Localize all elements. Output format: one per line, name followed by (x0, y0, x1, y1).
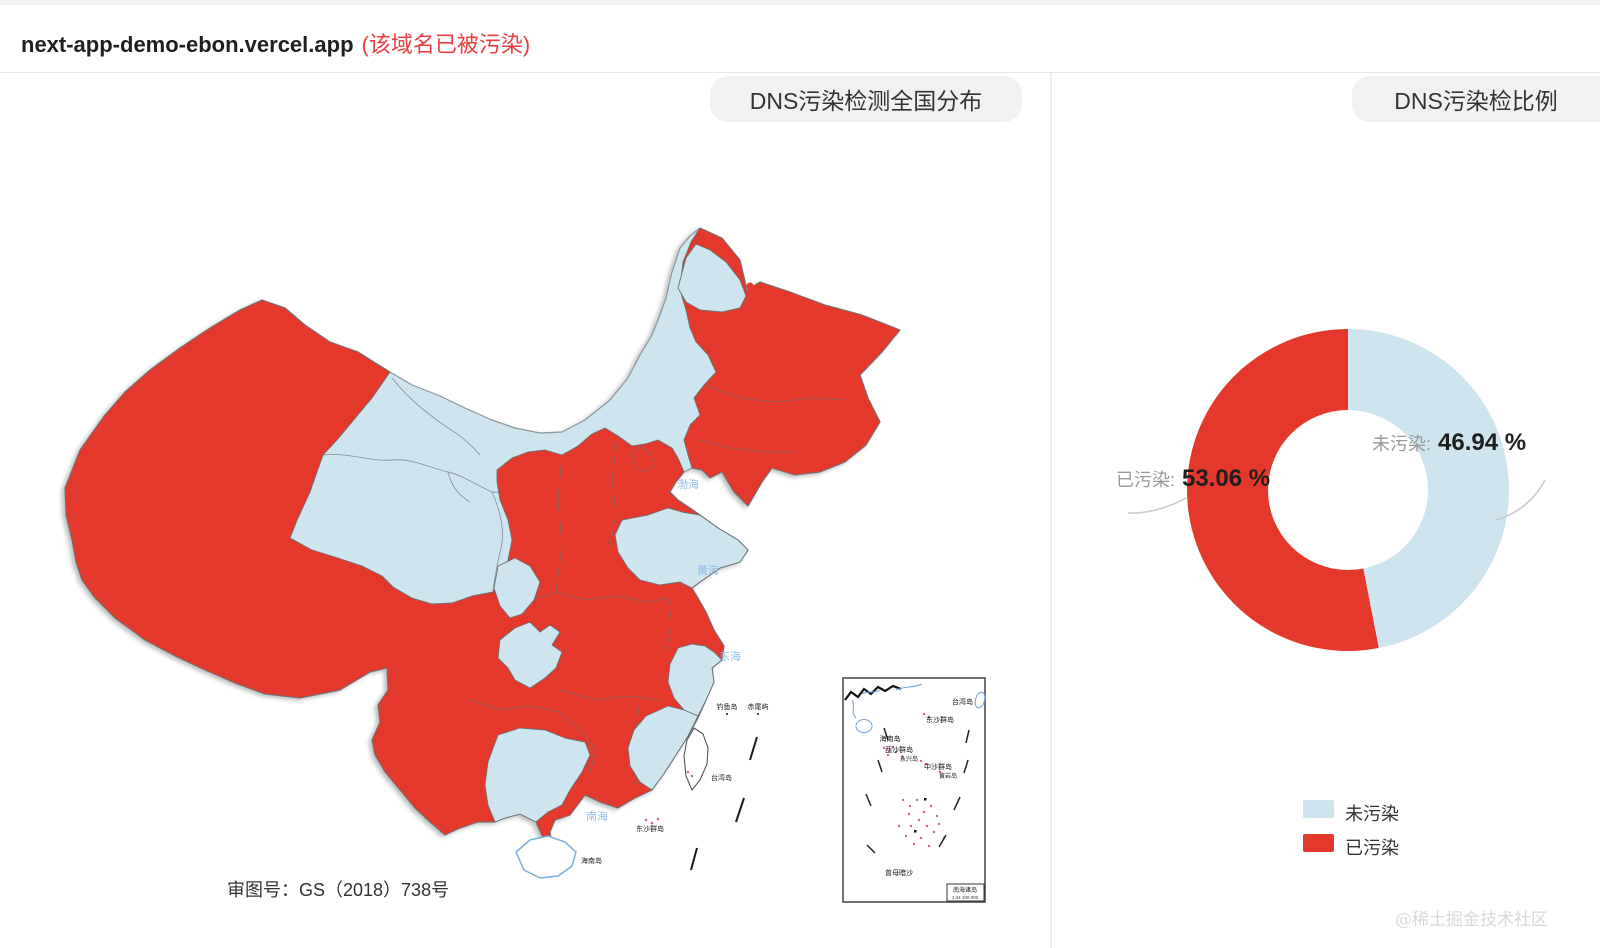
label-hainan-island: 海南岛 (581, 856, 602, 865)
label-line-polluted (1127, 497, 1187, 514)
inset-black-islets (914, 798, 927, 833)
inset-label-yongxing: 永兴岛 (900, 755, 918, 763)
domain-name: next-app-demo-ebon.vercel.app (21, 32, 354, 57)
pie-label-clean-name: 未污染: (1372, 434, 1432, 454)
inset-scale-title: 南海诸岛 (953, 886, 977, 894)
map-panel-title-block: DNS污染检测全国分布 (710, 76, 1022, 122)
donut-hole (1268, 410, 1428, 570)
top-strip (0, 0, 1600, 5)
label-chiwei-island: 赤尾屿 (748, 702, 769, 711)
polluted-spot-northeast (746, 282, 754, 290)
inset-border (842, 677, 986, 903)
inset-boundary-dashes (865, 727, 970, 854)
legend-label-polluted[interactable]: 已污染 (1345, 838, 1399, 858)
inset-mainland-coast (844, 684, 902, 701)
inset-blue-coastlines (851, 683, 986, 733)
pie-label-clean-value: 46.94 % (1438, 429, 1527, 456)
label-diaoyu-island: 钓鱼岛 (717, 702, 738, 711)
province-inner-mongolia-arm[interactable] (677, 243, 747, 313)
map-review-number: 审图号：GS（2018）738号 (227, 880, 450, 900)
province-chongqing[interactable] (497, 621, 563, 689)
inset-label-zhongsha: 中沙群岛 (924, 762, 952, 771)
inset-label-zengmu: 曾母暗沙 (885, 868, 913, 877)
province-guangxi[interactable] (484, 727, 591, 823)
island-taiwan[interactable] (683, 727, 709, 792)
province-gansu-south-tail[interactable] (493, 557, 541, 619)
panel-divider (1050, 73, 1052, 948)
legend-swatch-polluted[interactable] (1303, 834, 1334, 852)
legend-swatch-clean[interactable] (1303, 800, 1334, 818)
inset-label-huangyan: 黄岩岛 (939, 772, 957, 780)
sea-label-donghai: 东海 (719, 649, 741, 663)
inset-label-dongsha: 东沙群岛 (926, 715, 954, 724)
pollution-status-note: (该域名已被污染) (361, 32, 531, 57)
label-dongsha-islands: 东沙群岛 (636, 824, 664, 833)
legend-label-clean[interactable]: 未污染 (1345, 804, 1399, 824)
header-bar: next-app-demo-ebon.vercel.app (该域名已被污染) (0, 5, 1600, 73)
pie-panel-title: DNS污染检比例 (1394, 88, 1558, 114)
inset-label-taiwan: 台湾岛 (952, 697, 973, 706)
inset-label-hainan: 海南岛 (880, 734, 901, 743)
inset-scale-box (946, 883, 985, 902)
sea-label-nanhai: 南海 (586, 809, 608, 823)
pie-label-polluted: 已污染: 53.06 % (1116, 465, 1270, 493)
pie-label-polluted-name: 已污染: (1116, 470, 1176, 490)
inset-scale-ratio: 1:44 100 000 (952, 895, 979, 900)
header-text: next-app-demo-ebon.vercel.app (该域名已被污染) (21, 27, 530, 59)
map-panel-title: DNS污染检测全国分布 (749, 88, 983, 114)
islet-dots (644, 713, 759, 825)
pie-label-clean: 未污染: 46.94 % (1372, 429, 1526, 457)
sea-boundary-dashes (690, 736, 758, 871)
island-hainan[interactable] (515, 835, 577, 879)
province-shandong[interactable] (614, 507, 749, 589)
province-zhejiang[interactable] (667, 643, 723, 717)
sea-label-bohai: 渤海 (677, 477, 699, 491)
watermark: @稀土掘金技术社区 (1395, 910, 1548, 930)
pie-label-polluted-value: 53.06 % (1182, 465, 1271, 492)
label-taiwan-island: 台湾岛 (711, 773, 732, 782)
sea-label-huanghai: 黄海 (697, 563, 719, 577)
china-dns-pollution-map[interactable]: 渤海 黄海 东海 南海 钓鱼岛 赤尾屿 台湾岛 海南岛 东沙群岛 (0, 0, 1050, 948)
inset-label-xisha: 西沙群岛 (885, 745, 913, 754)
south-china-sea-inset: 台湾岛 东沙群岛 海南岛 西沙群岛 永兴岛 中沙群岛 黄岩岛 曾母暗沙 南海诸岛… (842, 677, 986, 903)
pie-panel-title-block: DNS污染检比例 (1352, 76, 1600, 122)
province-fujian[interactable] (627, 705, 699, 791)
